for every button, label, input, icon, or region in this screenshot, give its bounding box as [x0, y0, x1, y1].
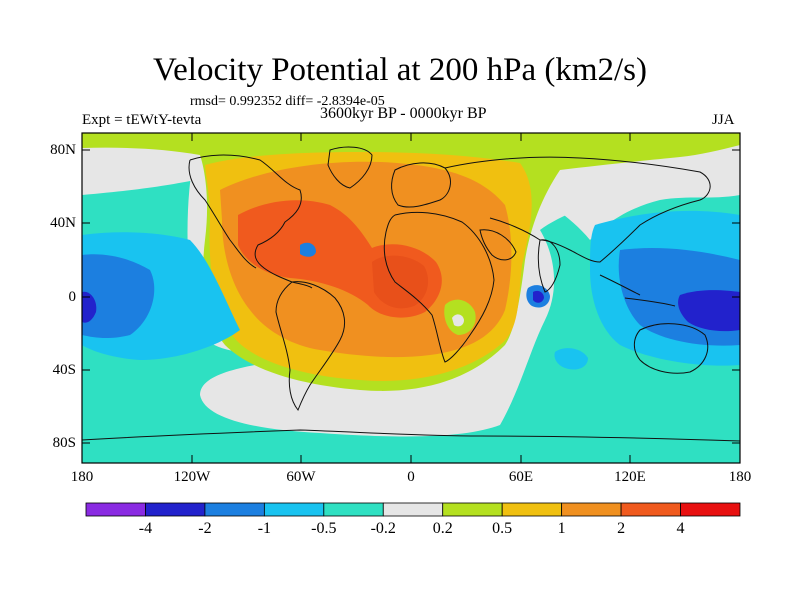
field-blue-epac-mid: [82, 254, 155, 339]
contour-field: [82, 133, 740, 463]
coastlines: [82, 146, 740, 442]
lat-label-40n: 40N: [50, 215, 76, 231]
experiment-label: Expt = tEWtY-tevta: [82, 112, 202, 128]
field-blue-wpac-core: [678, 290, 740, 332]
colorbar-label: -0.5: [311, 520, 337, 537]
colorbar-label: 0.2: [432, 520, 453, 537]
lon-label-120e: 120E: [614, 469, 646, 485]
field-core: [372, 255, 429, 309]
colorbar-label: -1: [257, 520, 272, 537]
period-label: 3600kyr BP - 0000kyr BP: [320, 105, 487, 122]
colorbar-label: -0.2: [370, 520, 396, 537]
lon-label-120w: 120W: [173, 469, 211, 485]
colorbar: [85, 502, 741, 517]
colorbar-swatch: [561, 502, 622, 517]
colorbar-swatch: [145, 502, 206, 517]
lat-label-80s: 80S: [52, 435, 76, 451]
lat-label-80n: 80N: [50, 142, 76, 158]
lon-label-0: 0: [407, 469, 415, 485]
colorbar-swatch: [263, 502, 325, 517]
field-blue-epac-core: [82, 291, 97, 323]
map-ticks: [82, 133, 740, 463]
field-blue-sio: [554, 348, 588, 370]
season-label: JJA: [712, 112, 735, 128]
colorbar-label: -4: [138, 520, 153, 537]
colorbar-label: 0.5: [492, 520, 513, 537]
lat-label-40s: 40S: [52, 362, 76, 378]
lat-label-0: 0: [68, 289, 77, 305]
colorbar-swatch: [382, 502, 444, 517]
colorbar-swatch: [501, 502, 563, 517]
colorbar-label: -2: [198, 520, 212, 537]
lon-label-60e: 60E: [508, 469, 534, 485]
lon-label-180e: 180: [728, 469, 752, 485]
colorbar-swatch: [680, 502, 741, 517]
field-blue-io-core: [533, 290, 544, 303]
stats-line: rmsd= 0.992352 diff= -2.8394e-05: [190, 94, 385, 109]
lon-label-180w: 180: [70, 469, 94, 485]
colorbar-swatch: [442, 502, 503, 517]
colorbar-swatch: [620, 502, 681, 517]
field-africa-pocket-inner: [452, 314, 464, 327]
field-blue-sam: [300, 242, 316, 257]
colorbar-label: 4: [676, 520, 685, 537]
map-title: Velocity Potential at 200 hPa (km2/s): [152, 52, 648, 88]
colorbar-swatch: [85, 502, 146, 517]
colorbar-label: 2: [617, 520, 626, 537]
colorbar-swatch: [204, 502, 265, 517]
colorbar-label: 1: [557, 520, 566, 537]
colorbar-swatch: [323, 502, 384, 517]
lon-label-60w: 60W: [286, 469, 316, 485]
